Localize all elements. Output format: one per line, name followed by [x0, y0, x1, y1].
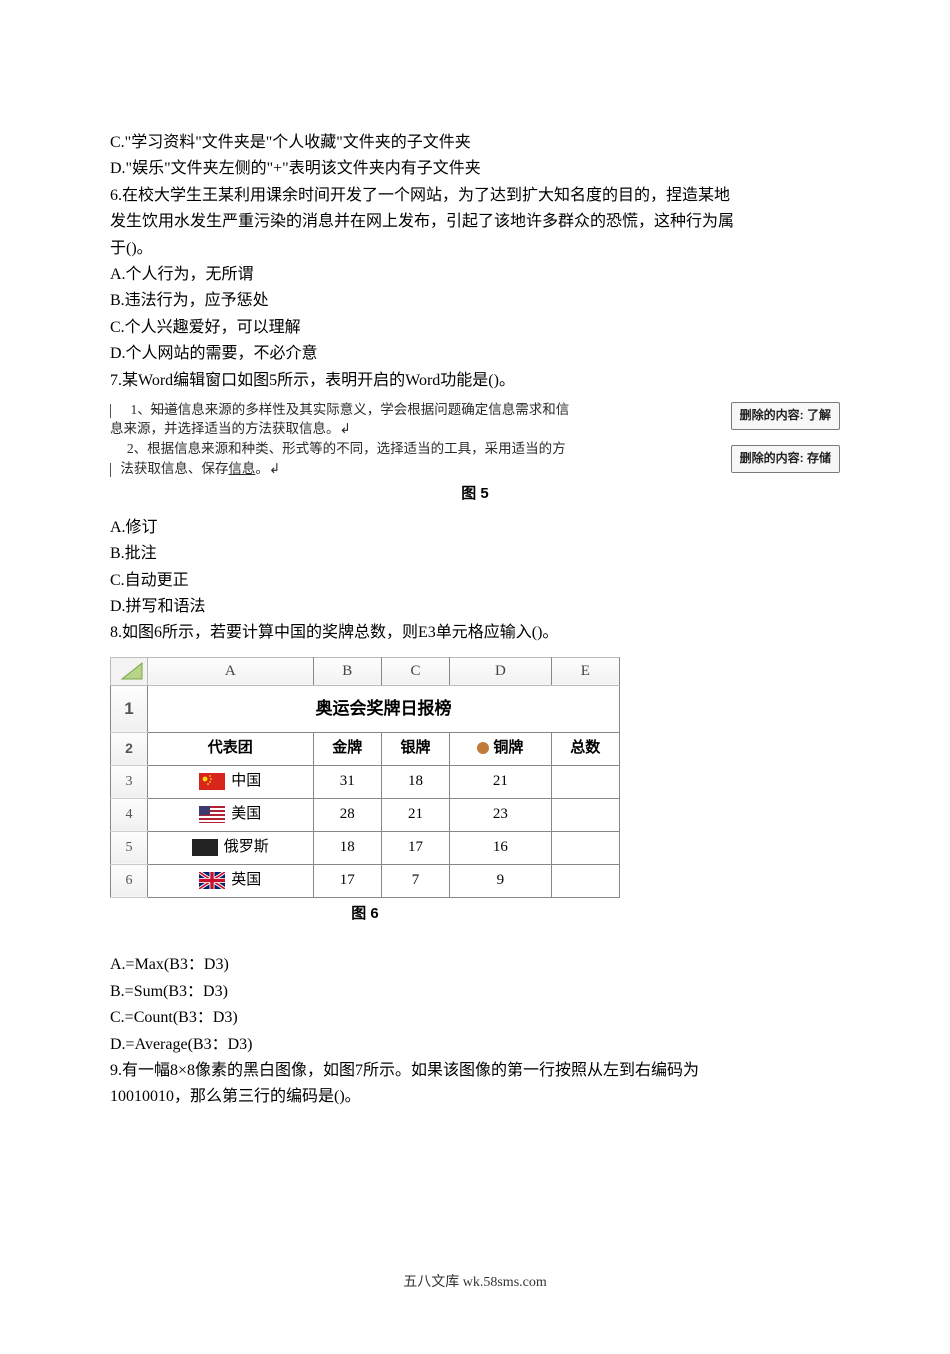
fig5-line1a: 1、 [131, 402, 151, 417]
q7-option-c: C.自动更正 [110, 568, 840, 594]
hdr-bronze: 铜牌 [450, 732, 551, 765]
text-cursor-icon [110, 404, 111, 418]
col-header-c: C [381, 657, 449, 685]
table-title: 奥运会奖牌日报榜 [148, 685, 620, 732]
fig5-line2: 息来源，并选择适当的方法获取信息。↲ [110, 419, 723, 439]
country-name: 美国 [231, 806, 261, 822]
country-name: 中国 [231, 773, 261, 789]
q6-option-c: C.个人兴趣爱好，可以理解 [110, 315, 840, 341]
q7-option-d: D.拼写和语法 [110, 594, 840, 620]
cell-total [551, 831, 619, 864]
figure-5-body-2: 2、根据信息来源和种类、形式等的不同，选择适当的工具，采用适当的方 法获取信息、… [110, 439, 731, 478]
figure-6-caption: 图 6 [110, 902, 620, 927]
select-all-corner [111, 657, 148, 685]
hdr-total: 总数 [551, 732, 619, 765]
cell-country: 俄罗斯 [148, 831, 314, 864]
table-row: 6 英国 17 7 9 [111, 864, 620, 897]
fig5-line1b: 信息来源的多样性及其实际意义，学会根据问题确定信息需求和信 [178, 402, 570, 417]
table-row: 4 美国 28 21 23 [111, 798, 620, 831]
col-header-e: E [551, 657, 619, 685]
q8-option-d: D.=Average(B3：D3) [110, 1032, 840, 1058]
row-header: 3 [111, 765, 148, 798]
figure-6: A B C D E 1 奥运会奖牌日报榜 2 代表团 金牌 银牌 铜牌 总数 3 [110, 657, 840, 927]
col-header-d: D [450, 657, 551, 685]
cell-silver: 7 [381, 864, 449, 897]
q6-option-b: B.违法行为，应予惩处 [110, 288, 840, 314]
q7-option-a: A.修订 [110, 515, 840, 541]
q5-option-c: C."学习资料"文件夹是"个人收藏"文件夹的子文件夹 [110, 130, 840, 156]
table-row: 3 中国 31 18 21 [111, 765, 620, 798]
q8-option-a: A.=Max(B3：D3) [110, 952, 840, 978]
table-row: 5 俄罗斯 18 17 16 [111, 831, 620, 864]
cell-country: 美国 [148, 798, 314, 831]
row-header-2: 2 [111, 732, 148, 765]
q6-option-d: D.个人网站的需要，不必介意 [110, 341, 840, 367]
q5-option-d: D."娱乐"文件夹左侧的"+"表明该文件夹内有子文件夹 [110, 156, 840, 182]
cell-country: 中国 [148, 765, 314, 798]
fig5-line4b: 。↲ [255, 461, 280, 476]
hdr-country: 代表团 [148, 732, 314, 765]
cell-gold: 17 [313, 864, 381, 897]
col-header-b: B [313, 657, 381, 685]
row-header: 5 [111, 831, 148, 864]
cell-total [551, 798, 619, 831]
flag-ru-icon [192, 839, 218, 856]
bronze-medal-icon [477, 742, 489, 754]
q7-stem: 7.某Word编辑窗口如图5所示，表明开启的Word功能是()。 [110, 368, 840, 394]
q8-option-c: C.=Count(B3：D3) [110, 1005, 840, 1031]
cell-bronze: 16 [450, 831, 551, 864]
q6-option-a: A.个人行为，无所谓 [110, 262, 840, 288]
q7-option-b: B.批注 [110, 541, 840, 567]
hdr-silver: 银牌 [381, 732, 449, 765]
cell-gold: 28 [313, 798, 381, 831]
flag-cn-icon [199, 773, 225, 790]
fig5-line1-strike: 知道 [151, 402, 178, 417]
q6-stem-line2: 发生饮用水发生严重污染的消息并在网上发布，引起了该地许多群众的恐慌，这种行为属 [110, 209, 840, 235]
q6-stem-line1: 6.在校大学生王某利用课余时间开发了一个网站，为了达到扩大知名度的目的，捏造某地 [110, 183, 840, 209]
row-header: 6 [111, 864, 148, 897]
q9-stem-line2: 10010010，那么第三行的编码是()。 [110, 1084, 840, 1110]
cell-total [551, 765, 619, 798]
cell-total [551, 864, 619, 897]
hdr-gold: 金牌 [313, 732, 381, 765]
q8-option-b: B.=Sum(B3：D3) [110, 979, 840, 1005]
text-cursor-icon [110, 463, 111, 477]
hdr-bronze-label: 铜牌 [493, 739, 523, 756]
fig5-line3: 2、根据信息来源和种类、形式等的不同，选择适当的工具，采用适当的方 [127, 441, 566, 456]
revision-note-2: 删除的内容: 存储 [731, 445, 840, 473]
fig5-line4a: 法获取信息、保存 [120, 461, 228, 476]
col-header-a: A [148, 657, 314, 685]
q8-stem: 8.如图6所示，若要计算中国的奖牌总数，则E3单元格应输入()。 [110, 620, 840, 646]
figure-5-body: 1、知道信息来源的多样性及其实际意义，学会根据问题确定信息需求和信 息来源，并选… [110, 400, 731, 439]
q9-stem-line1: 9.有一幅8×8像素的黑白图像，如图7所示。如果该图像的第一行按照从左到右编码为 [110, 1058, 840, 1084]
fig5-line4-underline: 信息 [228, 461, 255, 476]
cell-silver: 18 [381, 765, 449, 798]
cell-gold: 18 [313, 831, 381, 864]
revision-note-1: 删除的内容: 了解 [731, 402, 840, 430]
row-header: 4 [111, 798, 148, 831]
flag-us-icon [199, 806, 225, 823]
cell-bronze: 9 [450, 864, 551, 897]
cell-bronze: 21 [450, 765, 551, 798]
country-name: 英国 [231, 872, 261, 888]
row-header-1: 1 [111, 685, 148, 732]
cell-silver: 21 [381, 798, 449, 831]
cell-silver: 17 [381, 831, 449, 864]
spreadsheet-table: A B C D E 1 奥运会奖牌日报榜 2 代表团 金牌 银牌 铜牌 总数 3 [110, 657, 620, 898]
country-name: 俄罗斯 [224, 839, 269, 855]
figure-5-caption: 图 5 [110, 482, 840, 507]
cell-gold: 31 [313, 765, 381, 798]
flag-uk-icon [199, 872, 225, 889]
page-content: C."学习资料"文件夹是"个人收藏"文件夹的子文件夹 D."娱乐"文件夹左侧的"… [0, 0, 950, 1354]
q6-stem-line3: 于()。 [110, 236, 840, 262]
cell-country: 英国 [148, 864, 314, 897]
figure-5: 1、知道信息来源的多样性及其实际意义，学会根据问题确定信息需求和信 息来源，并选… [110, 400, 840, 507]
page-footer: 五八文库 wk.58sms.com [110, 1271, 840, 1294]
cell-bronze: 23 [450, 798, 551, 831]
